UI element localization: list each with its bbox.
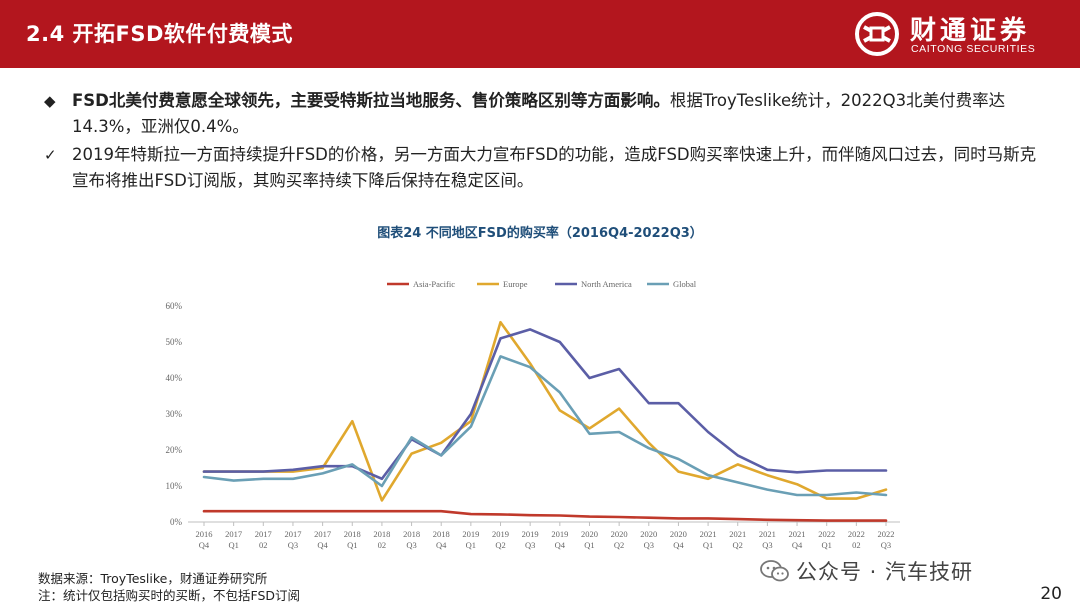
legend-label: North America [581,279,632,289]
y-tick-label: 10% [166,481,183,491]
data-source: 数据来源：TroyTeslike，财通证券研究所 [38,571,268,586]
chart-title: 图表24 不同地区FSD的购买率（2016Q4-2022Q3） [377,226,703,241]
x-tick-label-year: 2020 [611,529,628,539]
x-tick-label-year: 2022 [818,529,835,539]
x-tick-label-year: 2021 [789,529,806,539]
legend-label: Europe [503,279,528,289]
checkmark-bullet-icon: ✓ [44,146,57,164]
x-tick-label-year: 2019 [492,529,509,539]
x-tick-label-quarter: Q4 [792,540,803,550]
y-tick-label: 20% [166,445,183,455]
x-tick-label-year: 2019 [462,529,479,539]
series-line-asia-pacific [202,509,888,522]
line-chart: 0%10%20%30%40%50%60%2016Q42017Q120170220… [166,279,900,550]
x-tick-label-quarter: Q3 [881,540,891,550]
y-tick-label: 0% [170,517,183,527]
x-tick-label-year: 2017 [255,529,272,539]
x-tick-label-year: 2018 [403,529,420,539]
x-tick-label-year: 2020 [670,529,687,539]
x-tick-label-quarter: Q2 [495,540,505,550]
x-tick-label-quarter: Q3 [525,540,535,550]
bullet-item: ◆ FSD北美付费意愿全球领先，主要受特斯拉当地服务、售价策略区别等方面影响。根… [38,88,1048,140]
x-tick-label-quarter: Q1 [822,540,832,550]
x-tick-label-year: 2021 [759,529,776,539]
x-tick-label-year: 2017 [314,529,331,539]
logo-mark-icon [855,12,899,56]
x-tick-label-quarter: Q3 [644,540,654,550]
x-tick-label-year: 2019 [551,529,568,539]
x-tick-label-year: 2022 [878,529,895,539]
legend-label: Global [673,279,697,289]
x-tick-label-year: 2018 [433,529,450,539]
x-tick-label-year: 2017 [225,529,242,539]
x-tick-label-year: 2021 [700,529,717,539]
series-line-north-america [202,328,888,481]
bullet-bold-text: FSD北美付费意愿全球领先，主要受特斯拉当地服务、售价策略区别等方面影响。 [72,91,670,110]
footnote: 注：统计仅包括购买时的买断，不包括FSD订阅 [38,588,301,603]
bullet-text: 2019年特斯拉一方面持续提升FSD的价格，另一方面大力宣布FSD的功能，造成F… [72,145,1037,190]
x-tick-label-year: 2019 [522,529,539,539]
bullet-item: ✓ 2019年特斯拉一方面持续提升FSD的价格，另一方面大力宣布FSD的功能，造… [38,142,1048,194]
x-tick-label-quarter: Q1 [347,540,357,550]
x-tick-label-year: 2020 [640,529,657,539]
x-tick-label-quarter: 02 [852,540,861,550]
x-tick-label-quarter: Q2 [614,540,624,550]
x-tick-label-quarter: 02 [378,540,387,550]
legend-label: Asia-Pacific [413,279,455,289]
bullet-list: ◆ FSD北美付费意愿全球领先，主要受特斯拉当地服务、售价策略区别等方面影响。根… [38,88,1048,196]
watermark: 公众号 · 汽车技研 [760,556,973,586]
x-tick-label-quarter: Q1 [703,540,713,550]
x-tick-label-quarter: Q4 [555,540,566,550]
logo-english-name: CAITONG SECURITIES [911,43,1036,55]
company-logo: 财通证券 CAITONG SECURITIES [854,8,1054,60]
x-tick-label-quarter: Q1 [228,540,238,550]
x-tick-label-quarter: 02 [259,540,268,550]
x-tick-label-quarter: Q1 [466,540,476,550]
bullet-text: 根据TroyTeslike统计，2022Q3北美付费率达14.3%，亚洲仅0.4… [72,91,1006,136]
x-tick-label-year: 2018 [373,529,390,539]
y-tick-label: 50% [166,337,183,347]
x-tick-label-quarter: Q2 [733,540,743,550]
header-bar: 2.4 开拓FSD软件付费模式 财通证券 CAITONG SECURITIES [0,0,1080,68]
page-number: 20 [1040,584,1062,604]
diamond-bullet-icon: ◆ [44,92,56,110]
x-tick-label-quarter: Q3 [762,540,772,550]
x-tick-label-quarter: Q3 [406,540,416,550]
x-tick-label-quarter: Q3 [288,540,298,550]
x-tick-label-year: 2016 [196,529,213,539]
x-tick-label-quarter: Q4 [673,540,684,550]
x-tick-label-quarter: Q4 [199,540,210,550]
x-tick-label-quarter: Q1 [584,540,594,550]
x-tick-label-year: 2021 [729,529,746,539]
y-tick-label: 30% [166,409,183,419]
page-title: 2.4 开拓FSD软件付费模式 [26,22,293,46]
source-notes: 数据来源：TroyTeslike，财通证券研究所 注：统计仅包括购买时的买断，不… [38,570,300,604]
x-tick-label-year: 2017 [284,529,301,539]
y-tick-label: 60% [166,301,183,311]
series-line-europe [202,320,888,502]
wechat-icon [760,560,789,582]
watermark-text: 公众号 · 汽车技研 [796,560,974,584]
x-tick-label-quarter: Q4 [436,540,447,550]
series-line-global [202,355,888,497]
x-tick-label-year: 2020 [581,529,598,539]
x-tick-label-year: 2022 [848,529,865,539]
logo-chinese-name: 财通证券 [910,16,1031,46]
x-tick-label-year: 2018 [344,529,361,539]
x-tick-label-quarter: Q4 [317,540,328,550]
y-tick-label: 40% [166,373,183,383]
